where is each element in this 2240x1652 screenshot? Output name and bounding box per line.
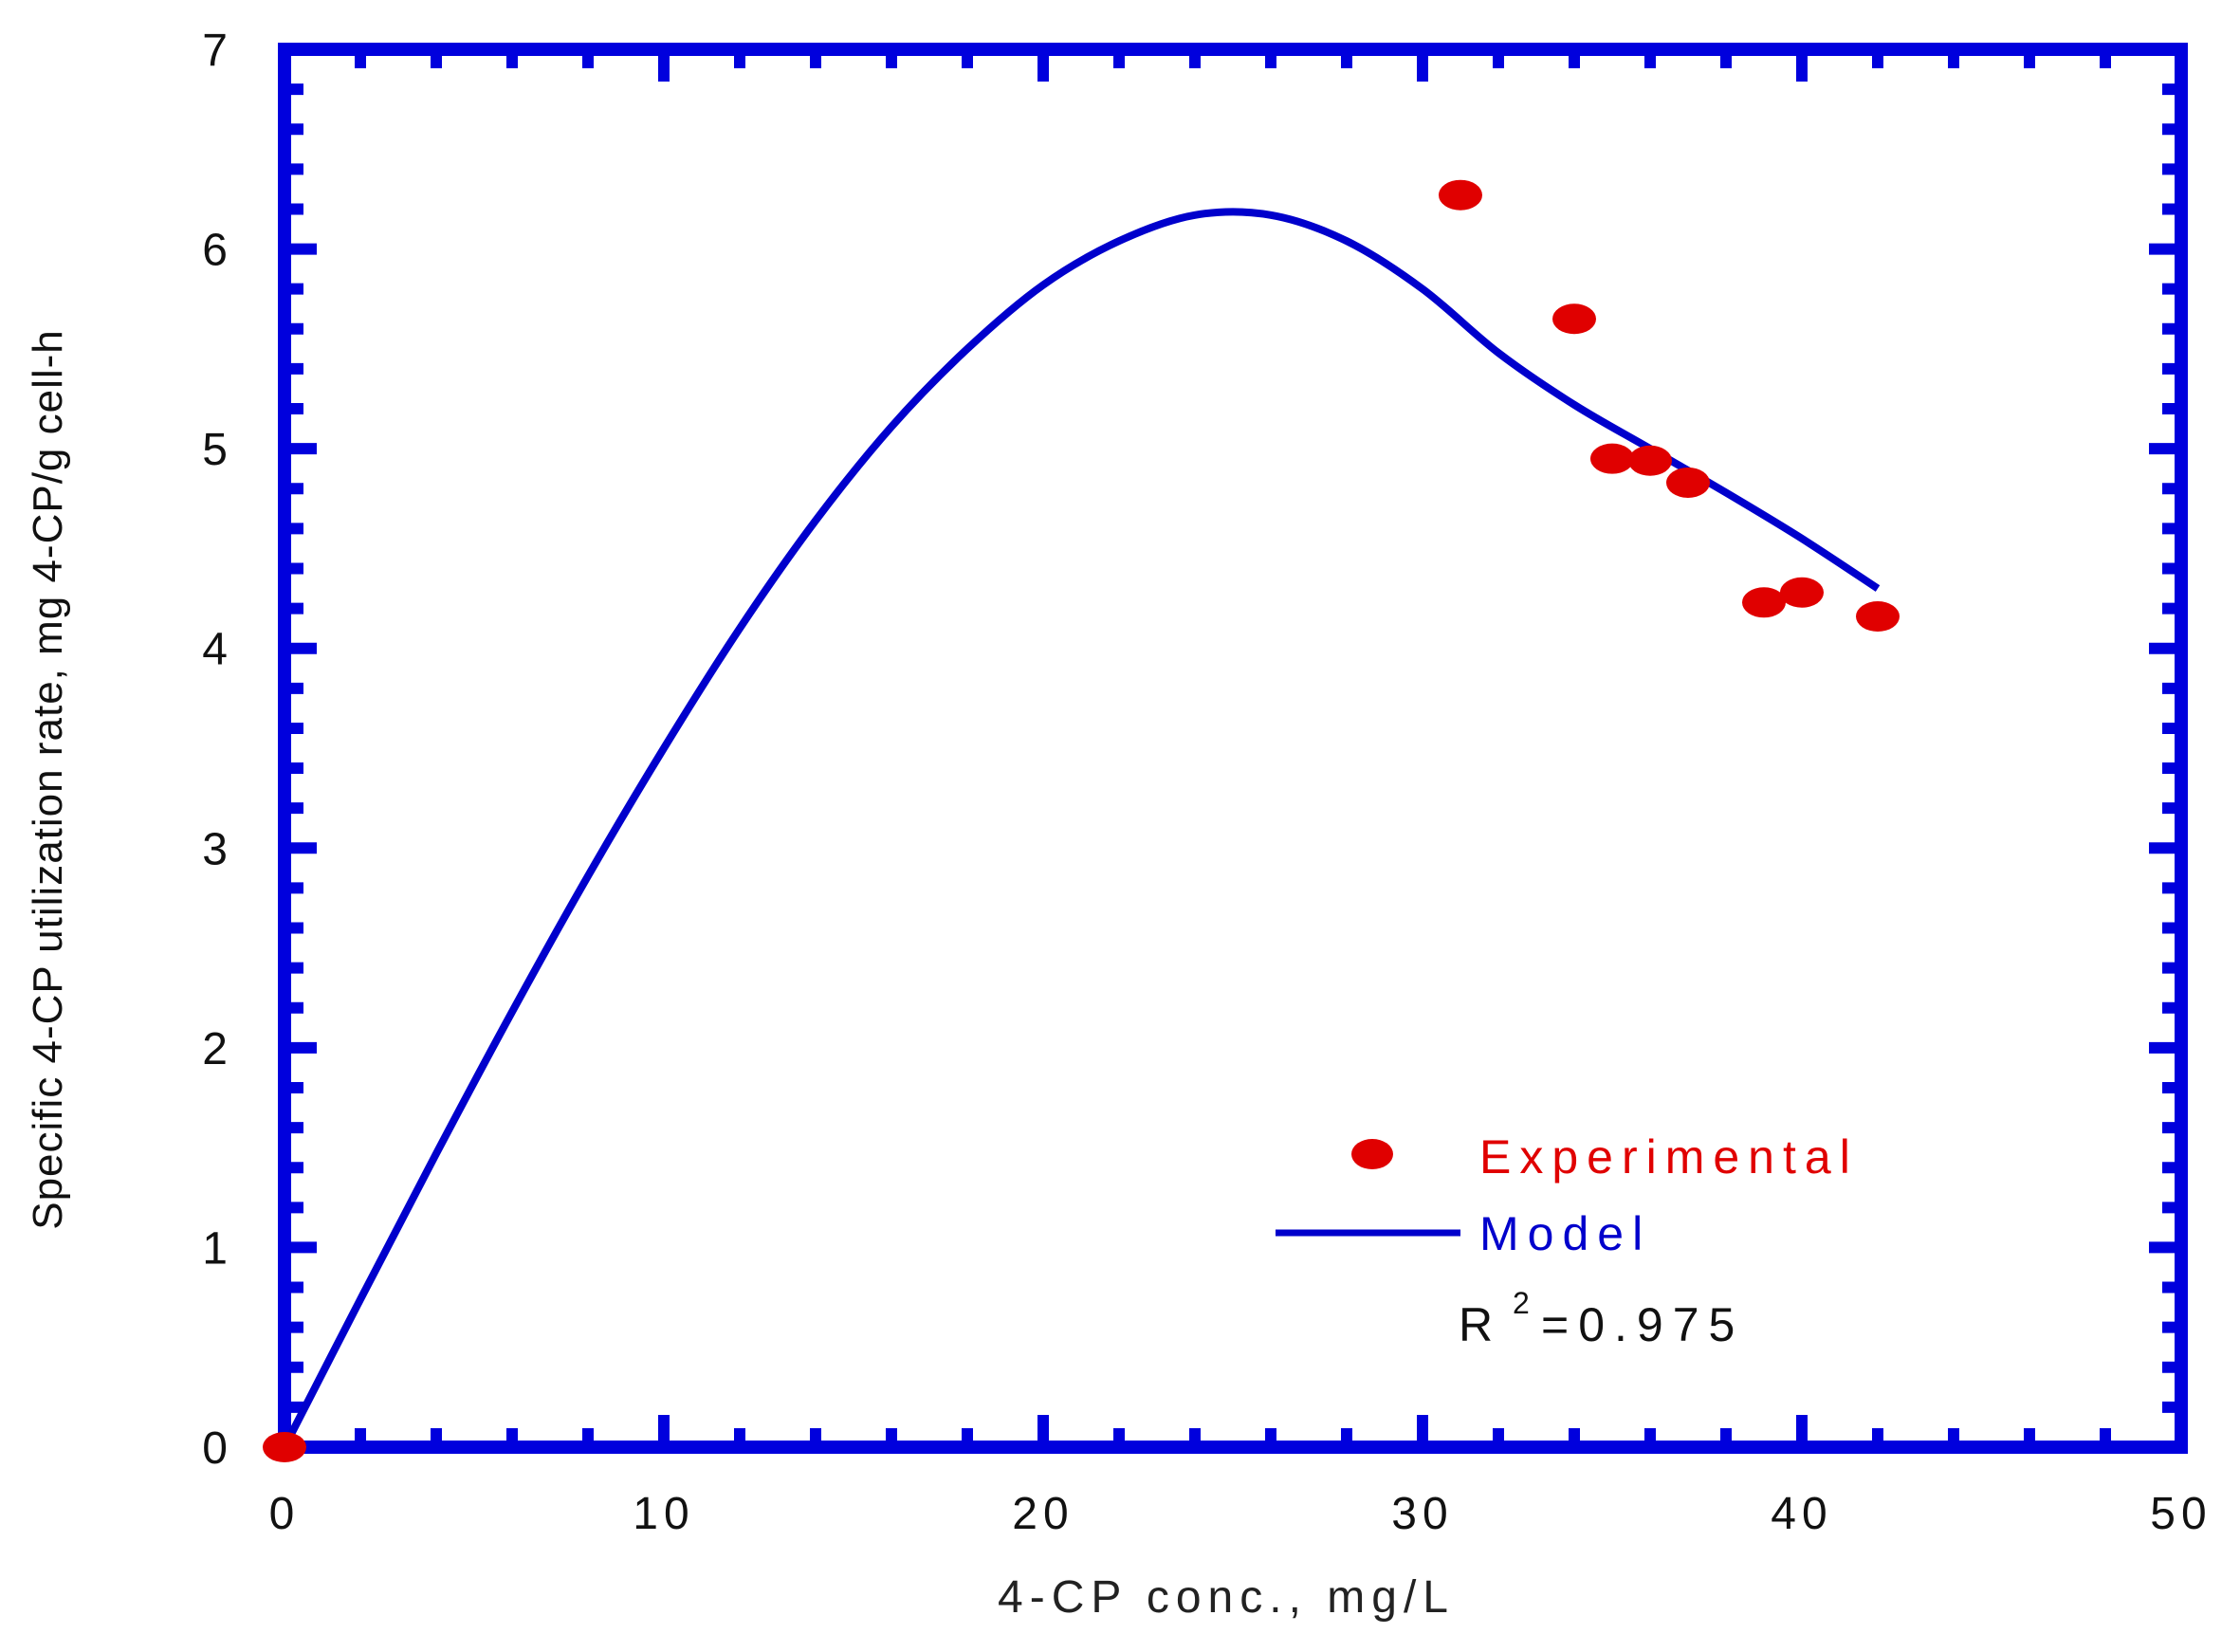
experimental-point [1439,179,1482,211]
y-axis-label: Specific 4-CP utilization rate, mg 4-CP/… [25,329,71,1230]
r-squared-letter: R [1459,1298,1493,1351]
model-curve [281,208,1881,1449]
y-tick-label: 2 [202,1024,228,1074]
x-tick-label: 20 [1012,1489,1074,1539]
experimental-point [263,1432,306,1462]
y-tick-label: 3 [202,824,228,874]
r-squared-annotation: R 2 =0.975 [1459,1286,1744,1351]
y-tick-label: 5 [202,425,228,475]
y-tick-label: 1 [202,1223,228,1274]
x-tick-label: 0 [269,1489,301,1539]
axis-ticks [279,44,2187,1453]
plot-frame [278,43,2188,1454]
x-tick-label: 50 [2150,1489,2212,1539]
x-axis-label: 4-CP conc., mg/L [998,1572,1455,1623]
legend-model-label: Model [1479,1207,1651,1260]
experimental-point [1856,601,1900,633]
x-tick-label: 40 [1771,1489,1832,1539]
y-tick-label: 6 [202,226,228,276]
series-layer [263,179,1900,1462]
x-tick-label: 10 [633,1489,694,1539]
y-tick-label: 4 [202,625,228,675]
r-squared-superscript: 2 [1513,1286,1530,1320]
experimental-point [1628,445,1672,476]
x-tick-label: 30 [1391,1489,1453,1539]
experimental-point [1666,467,1710,498]
experimental-point [1590,443,1634,474]
experimental-point [1552,303,1596,335]
y-tick-label: 7 [202,26,228,76]
r-squared-value: =0.975 [1541,1298,1744,1351]
legend-experimental-label: Experimental [1479,1130,1859,1184]
legend-experimental-marker [1351,1139,1393,1169]
y-tick-label: 0 [202,1423,228,1474]
tick-labels: 0 10 20 30 40 50 0 1 2 3 4 5 6 7 [202,26,2212,1539]
experimental-point [1780,577,1824,608]
legend: Experimental Model R 2 =0.975 [1276,1130,1859,1351]
experimental-point [1742,587,1786,618]
plot-border [278,43,2188,1454]
